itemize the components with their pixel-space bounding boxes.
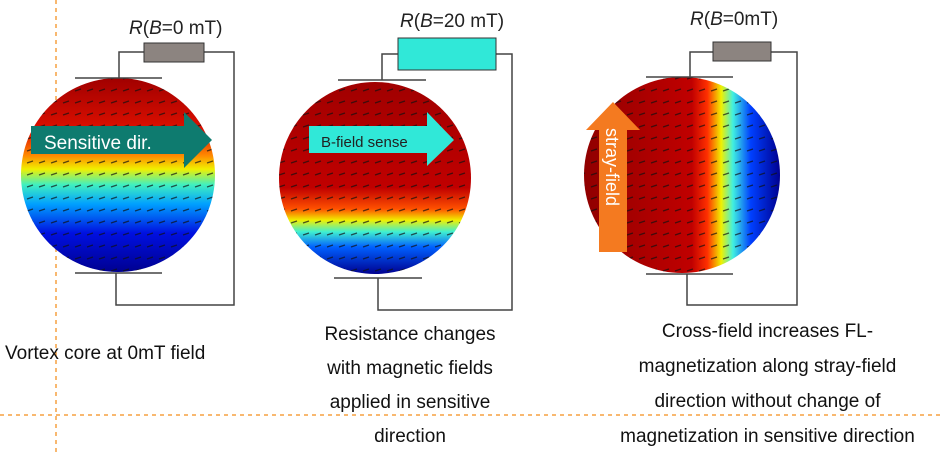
panel-1-vortex: R(B=0 mT) Sensitive dir. — [21, 18, 235, 306]
caption-line: magnetization along stray-field — [638, 356, 897, 377]
caption-line: Vortex core at 0mT field — [5, 343, 206, 364]
arrow-label: stray-field — [602, 128, 622, 206]
stray-field-arrow — [586, 102, 640, 252]
resistor-icon — [143, 42, 205, 63]
sensitive-direction-arrow — [31, 112, 212, 168]
arrow-label: Sensitive dir. — [44, 133, 152, 154]
caption-line: with magnetic fields — [327, 358, 493, 379]
resistor-label: R(B=0mT) — [690, 9, 778, 30]
caption-line: magnetization in sensitive direction — [620, 426, 915, 447]
circuit-wires — [646, 51, 798, 306]
caption-panel-3: Cross-field increases FL- magnetization … — [595, 314, 940, 454]
caption-panel-1: Vortex core at 0mT field — [0, 337, 275, 371]
panel-2-field: R(B=20 mT) B-field sense — [279, 11, 513, 311]
arrow-label: B-field sense — [321, 134, 408, 151]
resistor-icon — [712, 41, 772, 62]
caption-line: Cross-field increases FL- — [661, 321, 874, 342]
resistor-label: R(B=0 mT) — [129, 18, 222, 39]
b-field-arrow — [309, 112, 454, 166]
caption-panel-2: Resistance changes with magnetic fields … — [290, 318, 530, 454]
caption-line: Resistance changes — [324, 324, 496, 345]
circuit-wires — [334, 53, 513, 311]
circuit-wires — [75, 51, 235, 306]
caption-line: direction without change of — [654, 391, 881, 412]
resistor-label: R(B=20 mT) — [400, 11, 504, 32]
panel-3-stray-field: R(B=0mT) stray-field — [584, 9, 798, 306]
caption-line: applied in sensitive — [329, 392, 491, 413]
caption-line: direction — [374, 426, 446, 447]
resistor-icon — [397, 37, 497, 71]
